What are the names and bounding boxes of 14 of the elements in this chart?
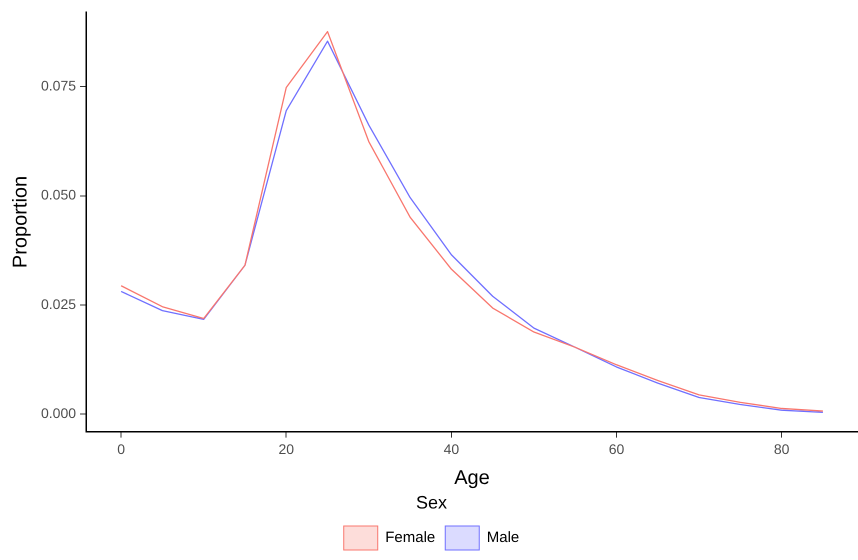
x-tick-label: 40	[444, 440, 460, 457]
legend-title: Sex	[416, 492, 448, 512]
y-tick-label: 0.025	[40, 296, 76, 312]
x-tick-label: 60	[608, 440, 624, 457]
legend-label: Female	[385, 529, 436, 546]
x-axis-title: Age	[454, 466, 490, 489]
y-axis-title: Proportion	[10, 176, 32, 268]
x-tick-label: 20	[278, 440, 294, 457]
x-tick-label: 0	[117, 440, 126, 457]
y-tick-label: 0.075	[40, 77, 76, 94]
y-tick-label: 0.000	[40, 404, 76, 421]
x-tick-label: 80	[774, 440, 790, 457]
y-tick-label: 0.050	[40, 186, 76, 203]
legend-label: Male	[486, 529, 520, 546]
